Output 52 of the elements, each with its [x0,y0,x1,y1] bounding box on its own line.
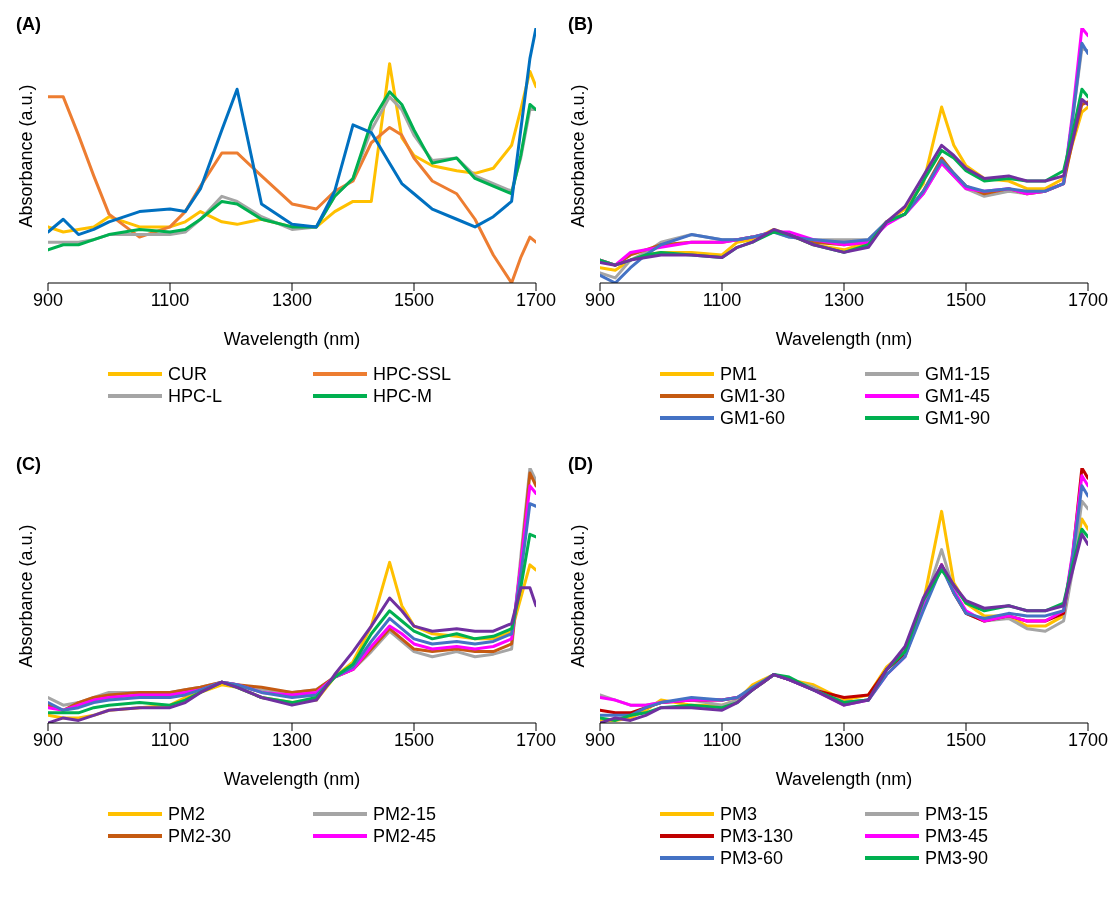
x-axis-title: Wavelength (nm) [775,769,913,789]
legend-label: PM2-15 [373,803,437,825]
legend-label: HPC-M [373,385,432,407]
x-tick-label: 1500 [393,729,435,750]
y-axis-title: Absorbance (a.u.) [15,83,37,228]
legend-label: PM3-15 [925,803,989,825]
y-axis-title: Absorbance (a.u.) [15,523,37,668]
x-tick-label: 1500 [393,289,435,310]
x-axis-title: Wavelength (nm) [775,329,913,349]
y-axis-title: Absorbance (a.u.) [567,83,589,228]
x-tick-label: 1100 [150,729,190,750]
legend-label: GM1-15 [925,363,991,385]
chart-title: (B) [568,14,593,35]
x-tick-label: 1700 [1067,729,1109,750]
x-tick-label: 900 [32,289,64,310]
x-tick-label: 1500 [945,729,987,750]
legend-label: PM3-45 [925,825,989,847]
x-axis-title: Wavelength (nm) [223,769,361,789]
legend-label: GM1-30 [720,385,786,407]
x-tick-label: 900 [584,289,616,310]
x-tick-label: 1300 [823,289,865,310]
legend-label: PM2-30 [168,825,232,847]
chart-title: (A) [16,14,41,35]
legend-label: PM2-45 [373,825,437,847]
x-tick-label: 1700 [1067,289,1109,310]
x-tick-label: 1100 [702,729,742,750]
x-tick-label: 900 [584,729,616,750]
legend-label: PM2 [168,803,206,825]
legend-label: GM1-90 [925,407,991,429]
legend-label: PM3 [720,803,758,825]
x-tick-label: 1500 [945,289,987,310]
legend-label: PM3-60 [720,847,784,869]
chart-title: (C) [16,454,41,475]
x-tick-label: 1700 [515,729,557,750]
x-tick-label: 1300 [271,289,313,310]
x-tick-label: 1100 [150,289,190,310]
legend-label: GM1-45 [925,385,991,407]
legend-label: CUR [168,363,207,385]
x-tick-label: 1300 [271,729,313,750]
y-axis-title: Absorbance (a.u.) [567,523,589,668]
legend-label: PM3-130 [720,825,794,847]
legend-label: HPC-SSL [373,363,452,385]
legend-label: PM3-90 [925,847,989,869]
chart-title: (D) [568,454,593,475]
legend-label: PM1 [720,363,758,385]
x-tick-label: 1700 [515,289,557,310]
legend-label: GM1-60 [720,407,786,429]
x-tick-label: 900 [32,729,64,750]
legend-label: HPC-L [168,385,223,407]
x-tick-label: 1100 [702,289,742,310]
x-tick-label: 1300 [823,729,865,750]
x-axis-title: Wavelength (nm) [223,329,361,349]
